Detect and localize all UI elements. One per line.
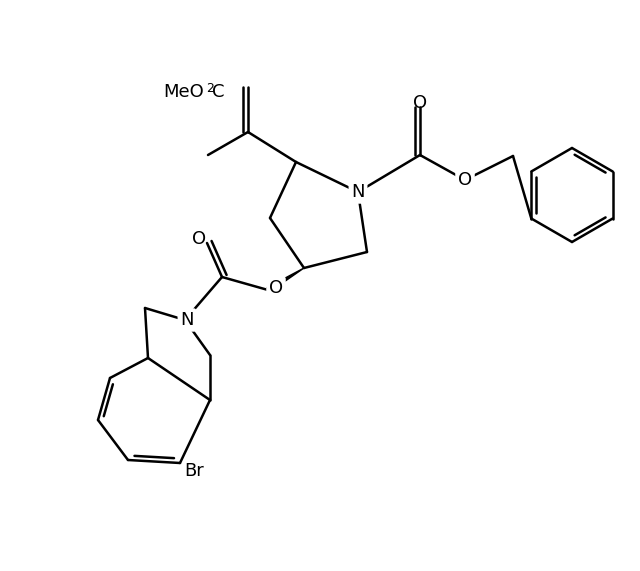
- Text: O: O: [413, 94, 427, 112]
- Text: MeO: MeO: [163, 83, 204, 101]
- Text: Br: Br: [184, 462, 204, 480]
- Text: N: N: [180, 311, 194, 329]
- Polygon shape: [267, 268, 304, 292]
- Text: N: N: [351, 183, 365, 201]
- Text: O: O: [269, 279, 283, 297]
- Text: C: C: [212, 83, 225, 101]
- Text: O: O: [458, 171, 472, 189]
- Text: O: O: [192, 230, 206, 248]
- Text: 2: 2: [206, 82, 214, 95]
